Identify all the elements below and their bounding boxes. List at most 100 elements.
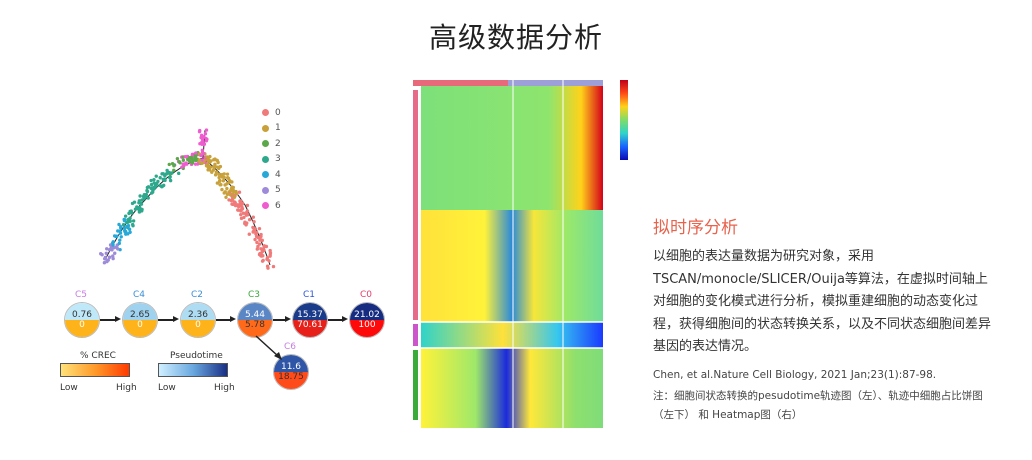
trajectory-point: [232, 195, 237, 199]
trajectory-point: [221, 179, 226, 183]
trajectory-point: [254, 234, 259, 239]
pseudotime-scale-bar: [158, 363, 228, 377]
legend-dot: [262, 109, 269, 117]
trajectory-point: [125, 224, 129, 229]
trajectory-point: [268, 248, 272, 253]
trajectory-point: [145, 188, 149, 193]
trajectory-point: [253, 237, 257, 242]
trajectory-point: [260, 249, 265, 253]
trajectory-point: [105, 247, 109, 251]
heatmap-color-scale: [620, 80, 628, 160]
trajectory-point: [242, 215, 246, 220]
pie-top-value: 2.36: [181, 303, 215, 320]
trajectory-point: [259, 234, 263, 239]
pseudotime-high-label: High: [214, 383, 235, 393]
trajectory-point: [254, 232, 258, 236]
trajectory-point: [180, 165, 184, 169]
legend-dot: [262, 186, 269, 194]
pie-label-c0: C0: [359, 290, 372, 300]
pie-bottom-value: 5.78: [238, 320, 272, 337]
pie-arrow: [273, 316, 291, 322]
trajectory-point: [217, 175, 221, 180]
crec-scale-title: % CREC: [80, 351, 116, 361]
trajectory-point: [106, 258, 110, 262]
trajectory-point: [251, 215, 256, 219]
trajectory-point: [117, 241, 122, 246]
pie-arrow-branch: [255, 335, 282, 360]
trajectory-point: [213, 173, 218, 177]
trajectory-point: [213, 165, 218, 169]
trajectory-point: [155, 181, 159, 186]
pie-label-c5: C5: [74, 290, 87, 300]
trajectory-point: [222, 191, 226, 195]
trajectory-point: [111, 240, 115, 244]
trajectory-point: [168, 178, 173, 183]
pie-top-value: 15.37: [293, 303, 327, 320]
trajectory-point: [220, 172, 224, 177]
trajectory-point: [172, 168, 176, 172]
trajectory-point: [149, 182, 154, 187]
pie-c2: 2.36 0: [180, 302, 216, 338]
trajectory-point: [233, 200, 237, 205]
pie-label-c2: C2: [190, 290, 203, 300]
trajectory-point: [158, 176, 162, 180]
trajectory-point: [261, 258, 265, 263]
trajectory-point: [152, 177, 156, 182]
trajectory-point: [181, 158, 186, 162]
trajectory-point: [140, 207, 144, 212]
trajectory-point: [127, 227, 132, 231]
trajectory-point: [137, 210, 142, 214]
legend-label: 1: [275, 123, 281, 134]
citation-block: Chen, et al.Nature Cell Biology, 2021 Ja…: [653, 366, 998, 425]
trajectory-point: [119, 235, 123, 239]
legend-dot: [262, 202, 269, 210]
trajectory-point: [200, 139, 205, 143]
trajectory-point: [261, 253, 265, 258]
trajectory-point: [116, 247, 120, 251]
trajectory-point: [175, 156, 180, 161]
trajectory-point: [190, 156, 194, 161]
trajectory-point: [202, 135, 206, 139]
trajectory-point: [257, 242, 262, 246]
trajectory-point: [154, 174, 158, 178]
trajectory-point: [208, 154, 212, 159]
legend-label: 2: [275, 138, 281, 149]
trajectory-point: [230, 180, 234, 184]
trajectory-point: [257, 252, 262, 257]
crec-low-label: Low: [60, 383, 78, 393]
trajectory-point: [218, 178, 222, 183]
trajectory-point: [207, 166, 212, 170]
trajectory-point: [166, 171, 171, 175]
pie-arrow: [328, 316, 348, 322]
figure-note: 注：细胞间状态转换的pesudotime轨迹图（左）、轨迹中细胞占比饼图（左下）…: [653, 390, 983, 421]
trajectory-point: [237, 190, 242, 194]
trajectory-point: [234, 189, 238, 194]
trajectory-point: [190, 161, 195, 165]
trajectory-point: [172, 164, 176, 168]
trajectory-point: [251, 230, 255, 234]
trajectory-point: [152, 187, 156, 191]
trajectory-point: [252, 220, 256, 224]
legend-item-0: 0: [262, 105, 281, 121]
legend-label: 6: [275, 200, 281, 211]
trajectory-point: [200, 161, 204, 166]
trajectory-point: [206, 159, 211, 163]
legend-item-5: 5: [262, 183, 281, 199]
trajectory-point: [137, 199, 142, 203]
trajectory-point: [239, 203, 243, 208]
legend-dot: [262, 171, 269, 179]
legend-item-3: 3: [262, 152, 281, 168]
pie-bottom-value: 18.75: [274, 372, 308, 389]
trajectory-point: [149, 178, 153, 183]
trajectory-point: [167, 162, 171, 167]
trajectory-legend: 0 1 2 3 4 5 6: [262, 105, 281, 214]
trajectory-point: [181, 162, 185, 166]
trajectory-point: [128, 216, 132, 220]
trajectory-point: [146, 185, 151, 189]
trajectory-point: [203, 131, 208, 136]
trajectory-point: [184, 161, 188, 165]
trajectory-point: [244, 212, 248, 216]
pie-top-value: 5.44: [238, 303, 272, 320]
trajectory-point: [239, 212, 243, 217]
trajectory-point: [107, 255, 112, 259]
